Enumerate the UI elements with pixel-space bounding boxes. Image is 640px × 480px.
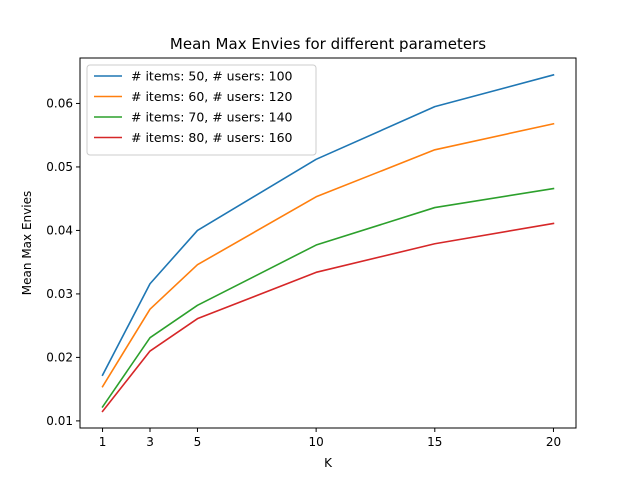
x-tick-label: 5 [194,435,202,449]
y-tick-label: 0.05 [46,160,73,174]
x-tick-label: 15 [427,435,442,449]
series-line-4 [101,222,555,413]
y-axis: 0.01 0.02 0.03 0.04 0.05 0.06 [46,96,80,428]
y-tick-label: 0.01 [46,414,73,428]
y-tick-label: 0.02 [46,350,73,364]
series-line-1 [101,73,555,377]
legend: # items: 50, # users: 100 # items: 60, # … [86,64,317,156]
series-line-2 [101,122,555,388]
x-tick-label: 3 [146,435,154,449]
legend-label-3: # items: 70, # users: 140 [131,110,293,125]
legend-label-2: # items: 60, # users: 120 [131,89,293,104]
x-tick-label: 10 [308,435,323,449]
x-axis-label: K [324,456,333,470]
series-line-3 [101,187,555,409]
y-axis-label: Mean Max Envies [20,191,34,295]
legend-label-4: # items: 80, # users: 160 [131,130,293,145]
legend-label-1: # items: 50, # users: 100 [131,69,293,84]
legend-box [86,64,317,156]
x-tick-label: 20 [546,435,561,449]
x-tick-label: 1 [99,435,107,449]
chart-title: Mean Max Envies for different parameters [170,35,486,53]
y-tick-label: 0.04 [46,223,73,237]
plot-frame [79,57,577,429]
series-layer [101,73,555,413]
y-tick-label: 0.06 [46,96,73,110]
x-axis: 1 3 5 10 15 20 [99,428,561,449]
y-tick-label: 0.03 [46,287,73,301]
